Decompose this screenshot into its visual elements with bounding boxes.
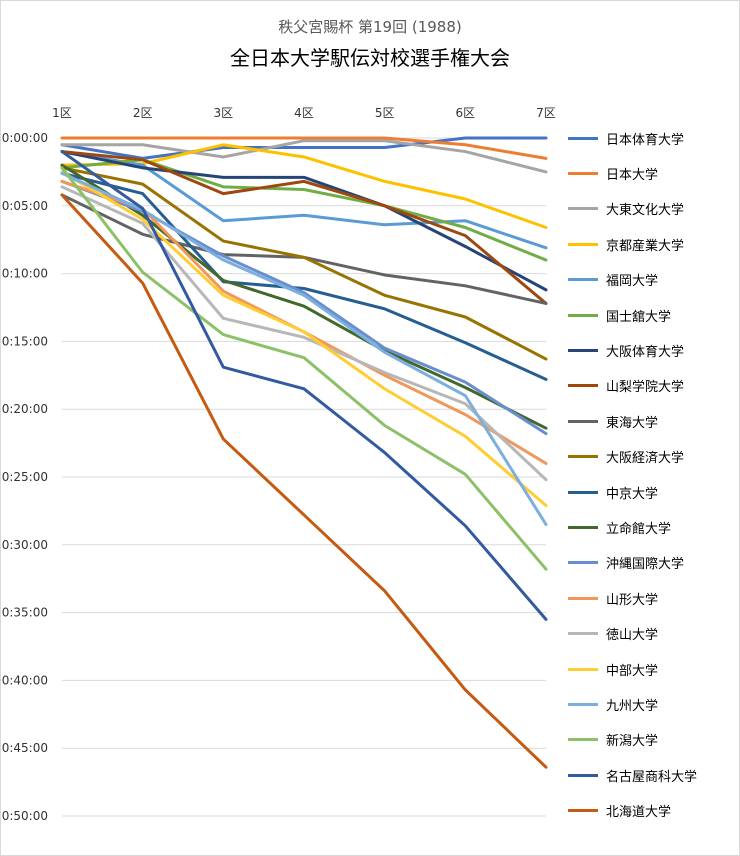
series-line-10 xyxy=(60,166,548,361)
legend-item: 東海大学 xyxy=(568,411,658,431)
legend-swatch xyxy=(568,773,598,777)
y-tick-label: 0:45:00 xyxy=(2,741,48,755)
legend-label: 日本体育大学 xyxy=(606,132,685,148)
series-line-5 xyxy=(60,150,548,250)
legend-swatch xyxy=(568,632,598,636)
y-tick-label: 0:20:00 xyxy=(2,402,48,416)
legend-swatch xyxy=(568,809,598,813)
series-line-17 xyxy=(60,171,548,526)
legend-label: 日本大学 xyxy=(606,167,659,183)
series-line-12 xyxy=(60,163,548,430)
legend-item: 名古屋商科大学 xyxy=(568,765,697,785)
series-line-16 xyxy=(60,170,548,507)
chart-title: 全日本大学駅伝対校選手権大会 xyxy=(230,46,510,70)
legend-item: 立命館大学 xyxy=(568,517,671,537)
legend-item: 九州大学 xyxy=(568,694,658,714)
legend-item: 新潟大学 xyxy=(568,730,658,750)
series-line-7 xyxy=(60,150,548,292)
legend-item: 山梨学院大学 xyxy=(568,376,684,396)
legend-label: 山形大学 xyxy=(606,592,659,608)
legend-item: 日本大学 xyxy=(568,163,658,183)
y-tick-label: 0:15:00 xyxy=(2,334,48,348)
y-tick-label: 0:25:00 xyxy=(2,470,48,484)
legend-item: 中部大学 xyxy=(568,659,658,679)
legend-label: 福岡大学 xyxy=(606,274,659,290)
y-tick-label: 0:10:00 xyxy=(2,267,48,281)
legend-swatch xyxy=(568,490,598,494)
series-line-18 xyxy=(60,166,548,571)
legend-label: 九州大学 xyxy=(606,698,659,714)
legend-item: 徳山大学 xyxy=(568,624,658,644)
y-tick-label: 0:50:00 xyxy=(2,809,48,823)
legend-label: 名古屋商科大学 xyxy=(606,769,698,785)
legend-item: 沖縄国際大学 xyxy=(568,553,684,573)
series-line-2 xyxy=(60,136,548,160)
y-tick-label: 0:00:00 xyxy=(2,131,48,145)
y-tick-label: 0:35:00 xyxy=(2,606,48,620)
legend-swatch xyxy=(568,455,598,459)
legend-label: 中部大学 xyxy=(606,663,659,679)
legend-label: 沖縄国際大学 xyxy=(606,557,685,573)
legend-swatch xyxy=(568,171,598,175)
legend-swatch xyxy=(568,384,598,388)
series-line-20 xyxy=(60,193,548,769)
legend-item: 大東文化大学 xyxy=(568,199,684,219)
legend-swatch xyxy=(568,525,598,529)
x-tick-label: 7区 xyxy=(536,106,556,120)
y-tick-label: 0:30:00 xyxy=(2,538,48,552)
legend-label: 新潟大学 xyxy=(606,734,659,750)
legend-swatch xyxy=(568,207,598,211)
legend-swatch xyxy=(568,348,598,352)
legend-swatch xyxy=(568,667,598,671)
legend-item: 北海道大学 xyxy=(568,801,671,821)
x-tick-label: 3区 xyxy=(214,106,234,120)
legend-swatch xyxy=(568,278,598,282)
legend-label: 中京大学 xyxy=(606,486,659,502)
x-tick-label: 6区 xyxy=(456,106,476,120)
legend-swatch xyxy=(568,596,598,600)
x-tick-label: 2区 xyxy=(133,106,153,120)
legend-item: 中京大学 xyxy=(568,482,658,502)
legend-swatch xyxy=(568,313,598,317)
legend-label: 国士舘大学 xyxy=(606,309,672,325)
legend-item: 大阪体育大学 xyxy=(568,340,684,360)
series-line-15 xyxy=(60,185,548,482)
x-tick-label: 1区 xyxy=(52,106,72,120)
legend-item: 大阪経済大学 xyxy=(568,447,684,467)
legend-item: 山形大学 xyxy=(568,588,658,608)
legend-swatch xyxy=(568,136,598,140)
x-tick-label: 5区 xyxy=(375,106,395,120)
legend-swatch xyxy=(568,702,598,706)
legend-item: 京都産業大学 xyxy=(568,234,684,254)
legend-label: 北海道大学 xyxy=(606,805,672,821)
series-line-11 xyxy=(60,171,548,381)
legend-item: 福岡大学 xyxy=(568,270,658,290)
legend-label: 大阪体育大学 xyxy=(606,344,685,360)
legend-swatch xyxy=(568,561,598,565)
legend-swatch xyxy=(568,419,598,423)
legend-label: 徳山大学 xyxy=(606,628,659,644)
legend-item: 日本体育大学 xyxy=(568,128,684,148)
y-tick-label: 0:40:00 xyxy=(2,673,48,687)
legend-label: 大東文化大学 xyxy=(606,203,685,219)
y-tick-label: 0:05:00 xyxy=(2,199,48,213)
series-line-8 xyxy=(60,150,548,305)
legend-swatch xyxy=(568,242,598,246)
legend-label: 大阪経済大学 xyxy=(606,451,685,467)
legend-swatch xyxy=(568,738,598,742)
x-tick-label: 4区 xyxy=(294,106,314,120)
legend-label: 東海大学 xyxy=(606,415,659,431)
series-line-19 xyxy=(60,150,548,621)
legend-item: 国士舘大学 xyxy=(568,305,671,325)
legend-label: 山梨学院大学 xyxy=(606,380,685,396)
legend-label: 京都産業大学 xyxy=(606,238,685,254)
legend-label: 立命館大学 xyxy=(606,521,672,537)
chart-subtitle: 秩父宮賜杯 第19回 (1988) xyxy=(278,18,462,36)
series-line-3 xyxy=(60,139,548,174)
